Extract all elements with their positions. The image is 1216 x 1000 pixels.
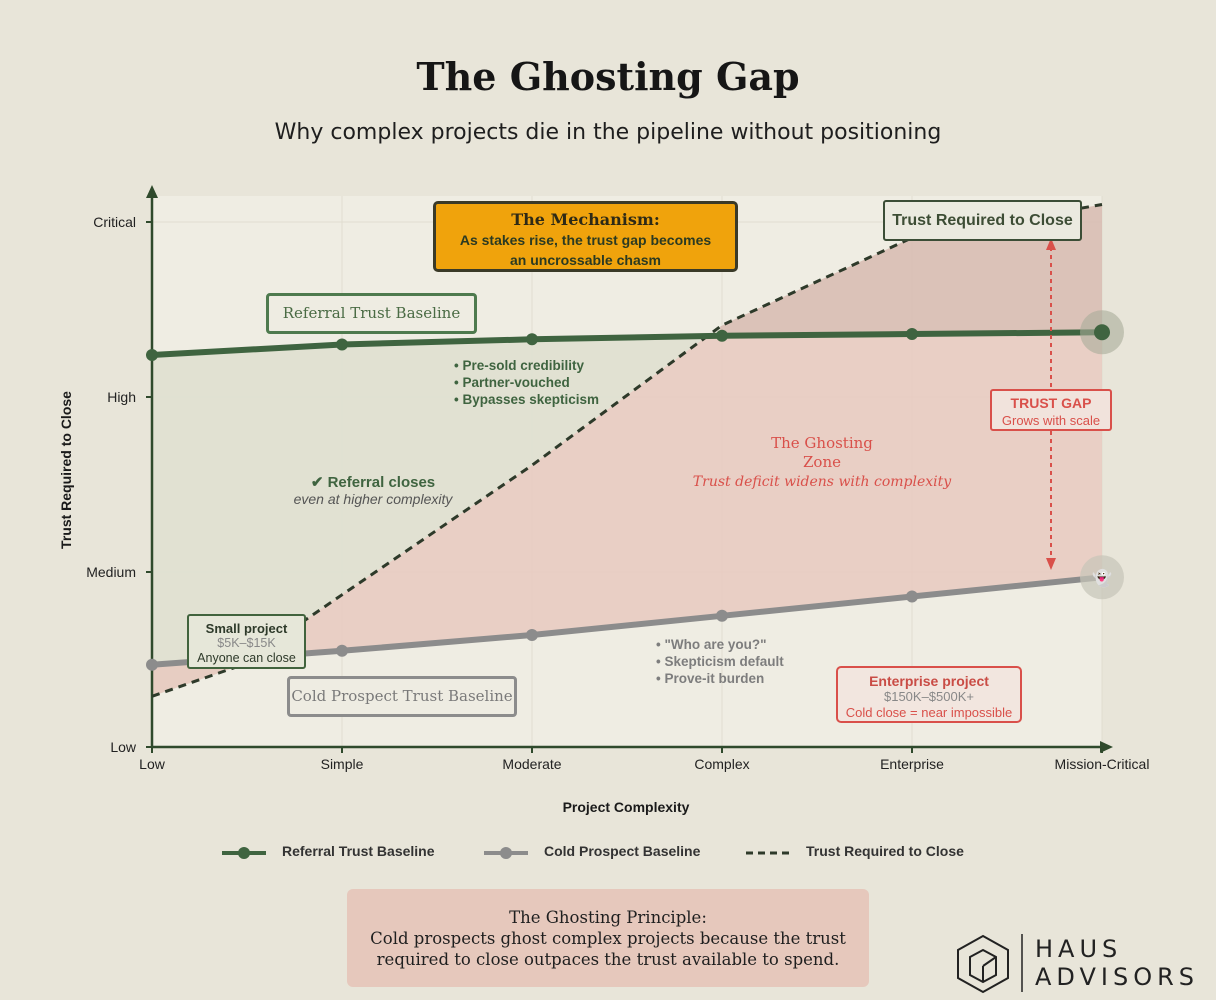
arrow-up-icon xyxy=(1046,238,1056,250)
ghost-icon: 👻 xyxy=(1092,568,1112,587)
x-tick-label: Enterprise xyxy=(880,756,944,772)
ghosting-zone-area xyxy=(152,332,1102,697)
ghosting-zone-annotation: The Ghosting Zone Trust deficit widens w… xyxy=(682,434,962,490)
data-point-cold xyxy=(906,590,918,603)
list-item: • Pre-sold credibility xyxy=(454,358,585,373)
axes xyxy=(146,185,1113,753)
enterprise-project-note: Cold close = near impossible xyxy=(845,705,1013,720)
logo-inner xyxy=(969,948,997,984)
y-tick-label: Low xyxy=(110,739,136,755)
data-point-cold xyxy=(526,629,538,641)
referral-zone-area xyxy=(152,326,721,697)
mechanism-title: The Mechanism: xyxy=(511,210,660,229)
trust-gap-callout: TRUST GAP Grows with scale xyxy=(990,389,1112,431)
y-tick-label: Critical xyxy=(93,214,136,230)
logo-hexagon xyxy=(957,934,1009,994)
chart-title: The Ghosting Gap xyxy=(416,54,800,99)
logo-line: ADVISORS xyxy=(1035,963,1200,991)
mechanism-body-line: an uncrossable chasm xyxy=(510,252,661,268)
legend-label-required: Trust Required to Close xyxy=(806,843,964,859)
y-axis-title: Trust Required to Close xyxy=(58,391,74,549)
x-tick-label: Low xyxy=(139,756,165,772)
small-project-callout: Small project $5K–$15K Anyone can close xyxy=(187,614,306,669)
small-project-note: Anyone can close xyxy=(197,651,296,665)
enterprise-project-range: $150K–$500K+ xyxy=(883,689,974,704)
logo-text: HAUS ADVISORS xyxy=(1035,935,1199,991)
x-tick-label: Simple xyxy=(320,756,364,772)
referral-closes-sub: even at higher complexity xyxy=(293,491,453,507)
referral-baseline-label: Referral Trust Baseline xyxy=(266,293,477,334)
logo-stroke xyxy=(982,956,997,967)
ghosting-zone-title: Zone xyxy=(803,453,841,471)
data-point-referral xyxy=(716,329,728,342)
data-point-referral xyxy=(526,333,538,346)
principle-line: required to close outpaces the trust ava… xyxy=(376,950,840,969)
trust-required-label: Trust Required to Close xyxy=(883,200,1082,241)
referral-closes-title: ✔ Referral closes xyxy=(310,474,436,491)
small-project-title: Small project xyxy=(205,621,288,636)
legend-label-referral: Referral Trust Baseline xyxy=(282,843,435,859)
chart-subtitle: Why complex projects die in the pipeline… xyxy=(274,120,942,145)
series-line-cold xyxy=(149,574,1105,668)
data-point-referral xyxy=(906,328,918,340)
endpoint-halo xyxy=(1080,555,1124,600)
legend-layer xyxy=(222,847,792,859)
trust-gap-arrow xyxy=(1046,238,1056,570)
x-tick-label: Moderate xyxy=(502,756,562,772)
arrow-down-icon xyxy=(1046,558,1056,570)
cold-baseline-label: Cold Prospect Trust Baseline xyxy=(287,676,517,717)
ghosting-zone-title: The Ghosting xyxy=(771,434,873,452)
ghosting-zone-sub: Trust deficit widens with complexity xyxy=(692,474,952,490)
data-point-referral xyxy=(146,349,158,361)
legend-marker-referral xyxy=(238,847,250,859)
x-axis-title: Project Complexity xyxy=(562,799,690,815)
cold-bullets: • "Who are you?" • Skepticism default • … xyxy=(656,636,784,687)
trust-gap-title: TRUST GAP xyxy=(1010,395,1092,411)
legend-label-cold: Cold Prospect Baseline xyxy=(544,843,701,859)
data-point-cold xyxy=(146,658,158,671)
x-tick-label: Mission-Critical xyxy=(1054,756,1150,772)
data-point-referral xyxy=(336,338,348,351)
y-tick-label: High xyxy=(107,389,136,405)
list-item: • "Who are you?" xyxy=(656,637,767,652)
principle-title: The Ghosting Principle: xyxy=(509,908,707,927)
enterprise-project-callout: Enterprise project $150K–$500K+ Cold clo… xyxy=(836,666,1022,723)
data-point-referral xyxy=(1094,324,1110,341)
ghosting-principle-box: The Ghosting Principle: Cold prospects g… xyxy=(347,889,869,987)
list-item: • Partner-vouched xyxy=(454,375,570,390)
logo-line: HAUS xyxy=(1035,935,1123,963)
legend-marker-cold xyxy=(500,847,512,859)
data-point-cold xyxy=(716,609,728,622)
list-item: • Bypasses skepticism xyxy=(454,392,600,407)
series-line-referral xyxy=(149,329,1105,358)
y-axis-arrow-icon xyxy=(146,185,158,198)
referral-bullets: • Pre-sold credibility • Partner-vouched… xyxy=(454,357,599,408)
trust-gap-sub: Grows with scale xyxy=(1001,413,1101,428)
y-tick-label: Medium xyxy=(86,564,136,580)
small-project-range: $5K–$15K xyxy=(217,636,276,650)
logo-mark-icon xyxy=(957,934,1023,994)
mechanism-callout: The Mechanism: As stakes rise, the trust… xyxy=(433,201,738,272)
enterprise-project-title: Enterprise project xyxy=(869,673,989,689)
data-point-cold xyxy=(336,644,348,657)
x-tick-label: Complex xyxy=(694,756,750,772)
mechanism-body-line: As stakes rise, the trust gap becomes xyxy=(459,232,712,248)
principle-line: Cold prospects ghost complex projects be… xyxy=(370,929,846,948)
referral-closes-annotation: ✔ Referral closes even at higher complex… xyxy=(278,473,468,507)
list-item: • Skepticism default xyxy=(656,654,784,669)
list-item: • Prove-it burden xyxy=(656,671,765,686)
x-axis-arrow-icon xyxy=(1100,741,1113,753)
